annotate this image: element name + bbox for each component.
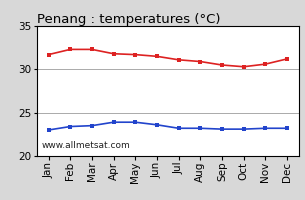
Text: Penang : temperatures (°C): Penang : temperatures (°C) — [37, 13, 220, 26]
Text: www.allmetsat.com: www.allmetsat.com — [42, 140, 131, 150]
